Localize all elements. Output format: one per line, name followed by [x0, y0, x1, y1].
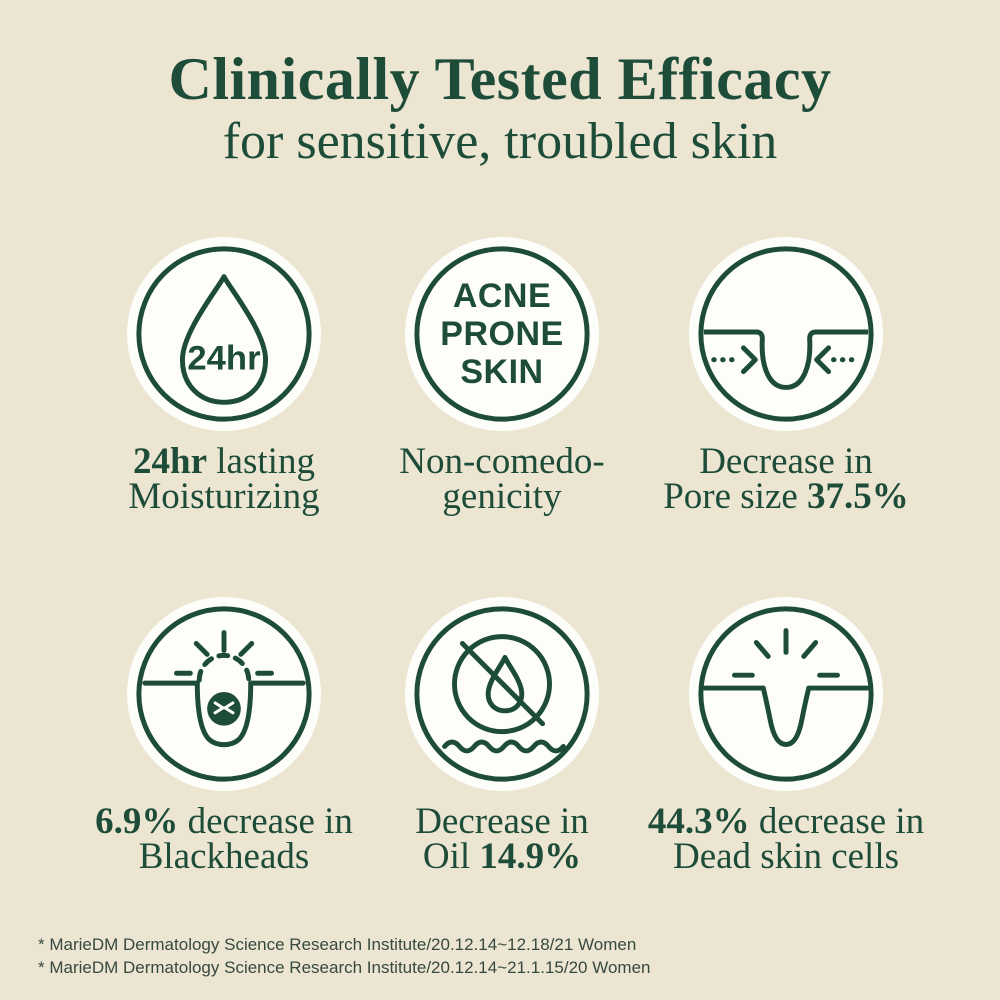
water-drop-24hr-icon: 24hr [127, 237, 321, 431]
feature-caption: Decrease in Oil 14.9% [415, 801, 589, 878]
drop-24hr-label: 24hr [187, 340, 260, 378]
pore-shrink-arrows-icon [689, 237, 883, 431]
no-oil-drop-wave-icon [405, 597, 599, 791]
feature-pore-size: Decrease in Pore size 37.5% [646, 237, 926, 518]
footnote-line: * MarieDM Dermatology Science Research I… [38, 958, 651, 977]
feature-dead-skin-cells: 44.3% decrease in Dead skin cells [646, 597, 926, 878]
feature-blackheads: 6.9% decrease in Blackheads [84, 597, 364, 878]
page-subtitle: for sensitive, troubled skin [222, 113, 778, 170]
page-title: Clinically Tested Efficacy [168, 46, 832, 112]
header: Clinically Tested Efficacy for sensitive… [0, 46, 1000, 168]
feature-caption: 24hr lasting Moisturizing [128, 441, 320, 518]
feature-caption: Non-comedo- genicity [399, 441, 605, 518]
feature-caption: 44.3% decrease in Dead skin cells [647, 801, 925, 878]
footnote-line: * MarieDM Dermatology Science Research I… [38, 935, 637, 954]
feature-caption: 6.9% decrease in Blackheads [95, 801, 353, 878]
acne-prone-skin-badge-icon: ACNE PRONE SKIN [405, 237, 599, 431]
clean-pore-rays-icon [689, 597, 883, 791]
feature-oil-decrease: Decrease in Oil 14.9% [362, 597, 642, 878]
feature-non-comedogenicity: ACNE PRONE SKIN Non-comedo- genicity [362, 237, 642, 518]
feature-caption: Decrease in Pore size 37.5% [663, 441, 909, 518]
feature-24hr-moisturizing: 24hr 24hr lasting Moisturizing [84, 237, 364, 518]
footnotes: * MarieDM Dermatology Science Research I… [38, 933, 650, 979]
blackhead-pore-icon [127, 597, 321, 791]
acne-badge-text: ACNE PRONE SKIN [440, 277, 564, 391]
